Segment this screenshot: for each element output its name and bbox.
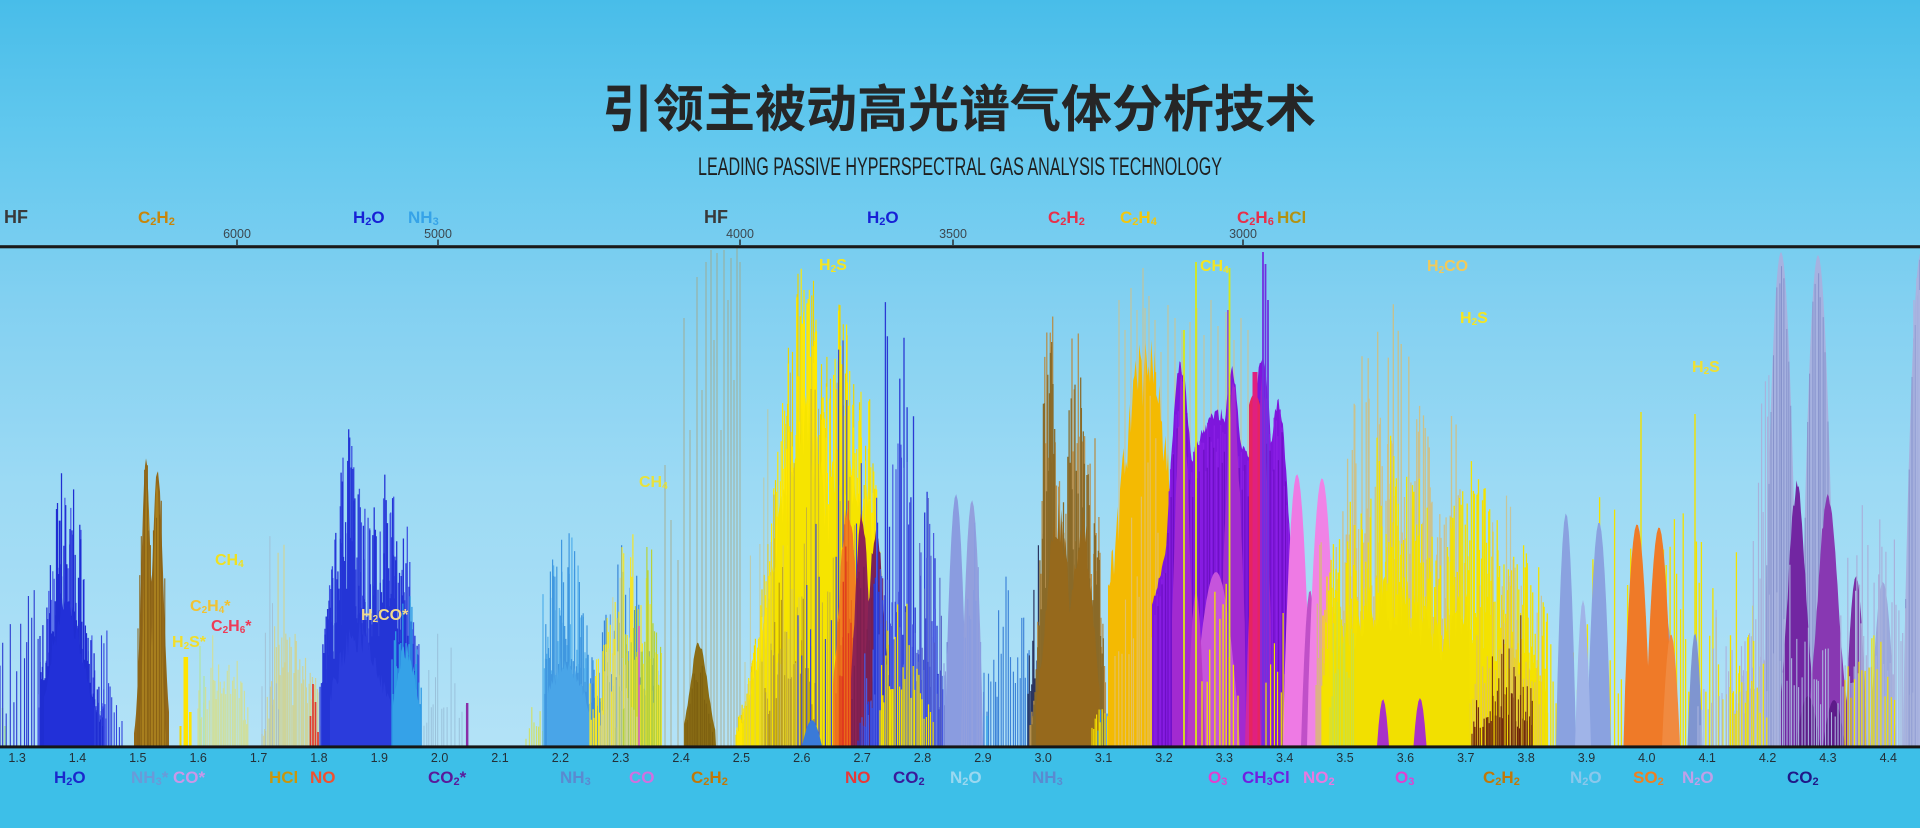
svg-text:CH3Cl: CH3Cl xyxy=(1242,768,1290,788)
svg-text:2.9: 2.9 xyxy=(974,751,991,765)
svg-text:C2H2: C2H2 xyxy=(691,768,728,788)
svg-text:H2S: H2S xyxy=(1460,310,1488,328)
svg-text:C2H6: C2H6 xyxy=(1237,208,1274,228)
svg-text:CO*: CO* xyxy=(173,768,206,787)
svg-text:1.5: 1.5 xyxy=(129,751,146,765)
svg-text:3.3: 3.3 xyxy=(1216,751,1233,765)
svg-text:2.8: 2.8 xyxy=(914,751,931,765)
svg-text:3.4: 3.4 xyxy=(1276,751,1293,765)
svg-text:1.8: 1.8 xyxy=(310,751,327,765)
svg-text:3.5: 3.5 xyxy=(1336,751,1353,765)
svg-text:O3: O3 xyxy=(1395,768,1414,788)
svg-text:H2S*: H2S* xyxy=(172,634,207,652)
svg-text:LEADING PASSIVE HYPERSPECTRAL: LEADING PASSIVE HYPERSPECTRAL GAS ANALYS… xyxy=(698,153,1222,181)
svg-text:C2H4: C2H4 xyxy=(1120,208,1158,228)
svg-text:1.3: 1.3 xyxy=(8,751,25,765)
svg-text:CO: CO xyxy=(629,768,655,787)
svg-text:H2CO*: H2CO* xyxy=(361,607,409,625)
svg-text:2.0: 2.0 xyxy=(431,751,448,765)
svg-text:NH3: NH3 xyxy=(408,208,439,228)
svg-text:3.2: 3.2 xyxy=(1155,751,1172,765)
svg-text:C2H2: C2H2 xyxy=(1483,768,1520,788)
svg-text:1.6: 1.6 xyxy=(190,751,207,765)
svg-text:2.5: 2.5 xyxy=(733,751,750,765)
svg-text:CO2: CO2 xyxy=(893,768,925,788)
svg-text:H2O: H2O xyxy=(353,208,385,228)
svg-text:CH4: CH4 xyxy=(639,474,668,492)
svg-text:2.7: 2.7 xyxy=(854,751,871,765)
svg-text:C2H2: C2H2 xyxy=(1048,208,1085,228)
svg-text:SO2: SO2 xyxy=(1633,768,1664,788)
svg-text:C2H6*: C2H6* xyxy=(211,618,252,636)
svg-text:CH4: CH4 xyxy=(1200,258,1229,276)
svg-text:4.0: 4.0 xyxy=(1638,751,1655,765)
svg-text:O3: O3 xyxy=(1208,768,1227,788)
svg-text:2.4: 2.4 xyxy=(672,751,689,765)
svg-text:NO: NO xyxy=(845,768,871,787)
svg-text:3.1: 3.1 xyxy=(1095,751,1112,765)
svg-text:C2H4*: C2H4* xyxy=(190,598,231,616)
svg-text:N2O: N2O xyxy=(1570,768,1602,788)
svg-text:5000: 5000 xyxy=(424,227,452,241)
svg-text:NH3: NH3 xyxy=(1032,768,1063,788)
svg-text:HF: HF xyxy=(704,207,728,227)
svg-text:H2S: H2S xyxy=(1692,359,1720,377)
svg-text:NH3: NH3 xyxy=(560,768,591,788)
svg-text:3.6: 3.6 xyxy=(1397,751,1414,765)
svg-text:4.2: 4.2 xyxy=(1759,751,1776,765)
svg-text:NO2: NO2 xyxy=(1303,768,1335,788)
svg-text:HF: HF xyxy=(4,207,28,227)
svg-text:CH4: CH4 xyxy=(215,552,244,570)
svg-text:3000: 3000 xyxy=(1229,227,1257,241)
svg-text:N2O: N2O xyxy=(950,768,982,788)
svg-text:4.3: 4.3 xyxy=(1819,751,1836,765)
svg-text:3.7: 3.7 xyxy=(1457,751,1474,765)
svg-text:NO: NO xyxy=(310,768,336,787)
svg-text:NH3*: NH3* xyxy=(131,768,169,788)
svg-text:H2O: H2O xyxy=(54,768,86,788)
svg-text:CO2*: CO2* xyxy=(428,768,467,788)
svg-text:1.4: 1.4 xyxy=(69,751,86,765)
svg-text:2.1: 2.1 xyxy=(491,751,508,765)
svg-text:3500: 3500 xyxy=(939,227,967,241)
svg-text:4000: 4000 xyxy=(726,227,754,241)
svg-text:2.3: 2.3 xyxy=(612,751,629,765)
svg-text:4.1: 4.1 xyxy=(1699,751,1716,765)
svg-text:1.9: 1.9 xyxy=(371,751,388,765)
svg-text:4.4: 4.4 xyxy=(1880,751,1897,765)
svg-text:2.2: 2.2 xyxy=(552,751,569,765)
svg-text:H2S: H2S xyxy=(819,257,847,275)
svg-text:C2H2: C2H2 xyxy=(138,208,175,228)
svg-text:HCl: HCl xyxy=(269,768,298,787)
svg-text:6000: 6000 xyxy=(223,227,251,241)
svg-text:3.9: 3.9 xyxy=(1578,751,1595,765)
svg-text:H2CO: H2CO xyxy=(1427,258,1468,276)
svg-text:2.6: 2.6 xyxy=(793,751,810,765)
svg-text:HCl: HCl xyxy=(1277,208,1306,227)
svg-text:1.7: 1.7 xyxy=(250,751,267,765)
svg-text:N2O: N2O xyxy=(1682,768,1714,788)
svg-text:3.0: 3.0 xyxy=(1035,751,1052,765)
svg-text:H2O: H2O xyxy=(867,208,899,228)
svg-text:CO2: CO2 xyxy=(1787,768,1819,788)
svg-text:3.8: 3.8 xyxy=(1517,751,1534,765)
